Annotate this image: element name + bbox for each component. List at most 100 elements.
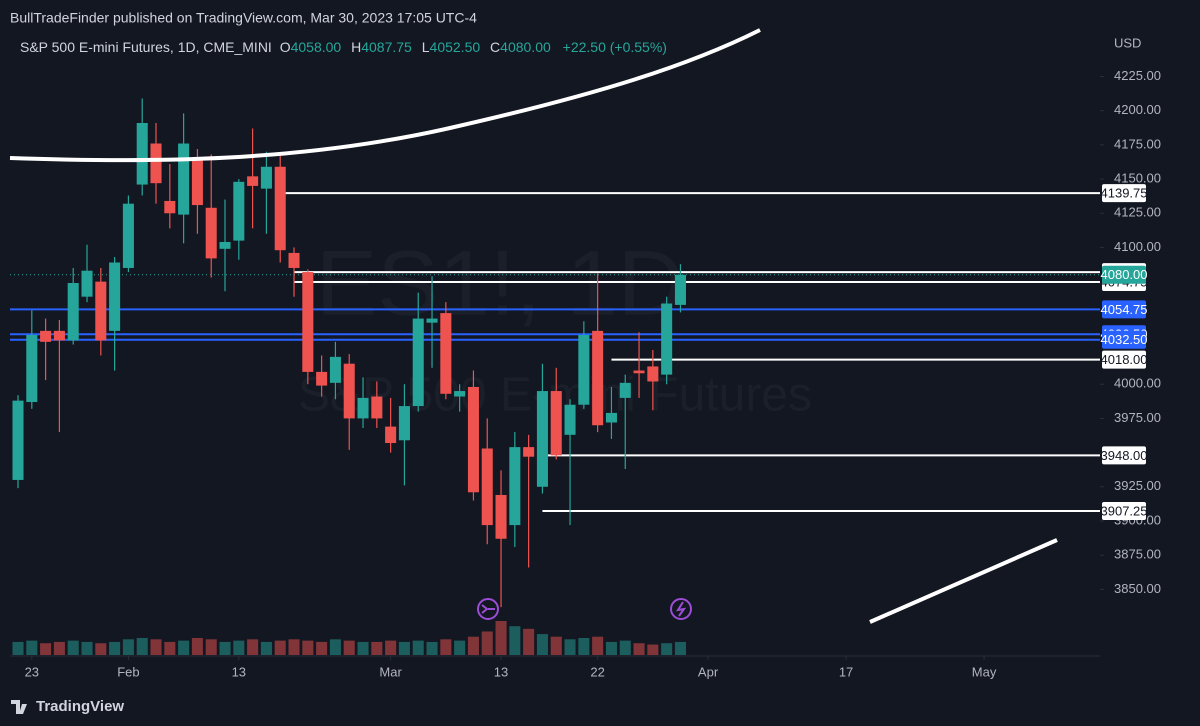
candle-body	[647, 366, 659, 382]
arc-drawing	[9, 28, 761, 163]
volume-bar	[329, 639, 341, 655]
volume-bar	[288, 639, 300, 655]
volume-bar	[95, 643, 107, 655]
candle-body	[164, 200, 176, 214]
candle-body	[357, 397, 369, 419]
level-label-box	[1102, 184, 1146, 203]
legend-key: O	[280, 39, 291, 55]
last-price-label: 4080.00	[1101, 267, 1148, 282]
x-tick-label: Mar	[379, 664, 402, 679]
volume-bar	[219, 641, 231, 655]
y-tick-label: 4175.00	[1114, 136, 1161, 151]
volume-bar	[578, 638, 590, 655]
legend-key: L	[422, 39, 430, 55]
volume-bar	[398, 641, 410, 655]
y-tick-label: 4000.00	[1114, 376, 1161, 391]
last-price-box	[1102, 265, 1146, 284]
symbol: S&P 500 E-mini Futures, 1D, CME_MINI	[20, 39, 272, 55]
trend-line-drawing	[869, 538, 1058, 624]
volume-bar	[191, 638, 203, 655]
candle-body	[329, 356, 341, 383]
volume-bar	[316, 641, 328, 655]
candle-body	[219, 241, 231, 249]
volume-bar	[302, 640, 314, 655]
level-label-box	[1102, 330, 1146, 349]
candle-body	[122, 203, 134, 268]
candle-body	[288, 252, 300, 268]
volume-bar	[26, 640, 38, 655]
volume-bar	[40, 643, 52, 655]
candle-body	[150, 143, 162, 184]
legend-value: 4087.75	[361, 39, 412, 55]
x-tick-label: Feb	[117, 664, 139, 679]
volume-bar	[467, 636, 479, 655]
footer-logo	[11, 700, 27, 714]
volume-bar	[619, 640, 631, 655]
legend-value: 4052.50	[430, 39, 481, 55]
candle-body	[578, 334, 590, 405]
level-label: 4054.75	[1101, 302, 1148, 317]
volume-bar	[122, 639, 134, 655]
level-label: 4032.50	[1101, 332, 1148, 347]
volume-bar	[178, 640, 190, 655]
candle-body	[343, 363, 355, 419]
volume-bar	[247, 639, 259, 655]
volume-bar	[67, 640, 79, 655]
candle-body	[619, 382, 631, 398]
candle-body	[67, 283, 79, 341]
volume-bar	[509, 626, 521, 655]
candle-body	[454, 391, 466, 397]
candle-body	[53, 330, 65, 341]
volume-bar	[164, 641, 176, 655]
volume-bar	[12, 641, 24, 655]
candle-body	[674, 274, 686, 305]
level-label-box	[1102, 350, 1146, 369]
volume-bar	[53, 641, 65, 655]
volume-bar	[274, 640, 286, 655]
volume-bar	[495, 621, 507, 655]
volume-bar	[136, 638, 148, 655]
candle-body	[440, 313, 452, 394]
y-tick-label: 4125.00	[1114, 205, 1161, 220]
x-tick-label: 17	[839, 664, 853, 679]
volume-bar	[150, 639, 162, 655]
candle-body	[385, 426, 397, 444]
y-tick-label: 3975.00	[1114, 410, 1161, 425]
volume-bar	[260, 641, 272, 655]
candle-body	[81, 270, 93, 297]
level-label: 3907.25	[1101, 503, 1148, 518]
volume-bar	[605, 641, 617, 655]
x-tick-label: 13	[494, 664, 508, 679]
candle-body	[550, 391, 562, 456]
watermark-ticker: ES1!, 1D	[316, 232, 684, 334]
candle-body	[371, 396, 383, 419]
currency-label: USD	[1114, 35, 1141, 50]
candle-body	[302, 272, 314, 372]
candle-body	[316, 371, 328, 386]
volume-bar	[523, 628, 535, 655]
candle-body	[426, 318, 438, 323]
level-label-box	[1102, 502, 1146, 521]
candle-body	[178, 143, 190, 215]
x-tick-label: 13	[232, 664, 246, 679]
axes: 3850.003875.003900.003925.003975.004000.…	[25, 68, 1161, 680]
x-tick-label: 23	[25, 664, 39, 679]
legend: S&P 500 E-mini Futures, 1D, CME_MINI O40…	[20, 39, 667, 55]
y-tick-label: 3850.00	[1114, 581, 1161, 596]
y-tick-label: 4225.00	[1114, 68, 1161, 83]
candle-body	[274, 166, 286, 251]
y-tick-label: 4200.00	[1114, 102, 1161, 117]
candle-body	[412, 318, 424, 407]
level-label-box	[1102, 446, 1146, 465]
candle-body	[509, 447, 521, 526]
level-label: 4018.00	[1101, 352, 1148, 367]
volume-bar	[564, 639, 576, 655]
volume-bar	[647, 644, 659, 655]
legend-value: 4058.00	[291, 39, 342, 55]
publisher: BullTradeFinder published on TradingView…	[10, 10, 477, 26]
volume-bar	[481, 631, 493, 655]
candle-body	[26, 334, 38, 402]
volume-bar	[661, 643, 673, 655]
level-label: 4139.75	[1101, 186, 1148, 201]
candle-body	[536, 391, 548, 487]
